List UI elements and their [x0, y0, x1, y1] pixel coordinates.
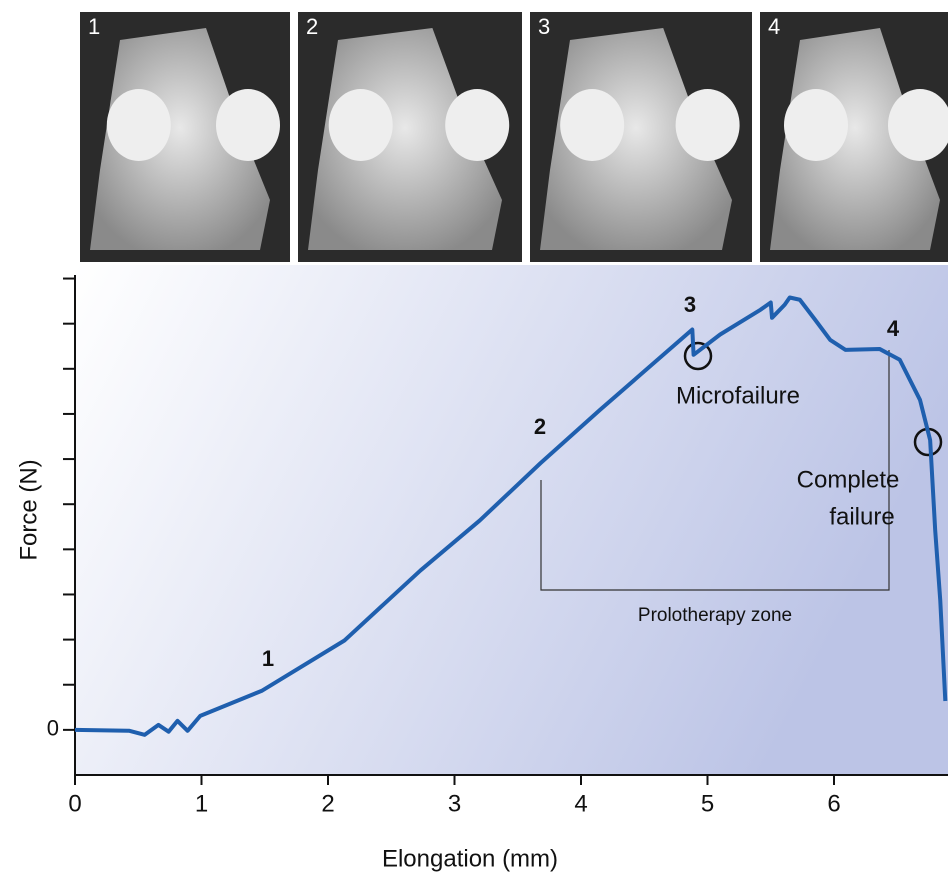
photo-label: 3: [538, 14, 550, 39]
annotation: Microfailure: [676, 382, 800, 409]
annotation: failure: [829, 503, 894, 530]
photo-label: 2: [306, 14, 318, 39]
photo-bone: [106, 89, 171, 161]
photo-tissue: [90, 28, 270, 250]
photo-bone: [888, 89, 948, 161]
y-axis-label: Force (N): [15, 459, 42, 560]
photo-bone: [328, 89, 393, 161]
annotation: 3: [684, 292, 696, 317]
annotation: Prolotherapy zone: [638, 605, 792, 626]
photo-label: 4: [768, 14, 780, 39]
x-tick-label: 5: [701, 790, 714, 817]
x-axis-label: Elongation (mm): [382, 845, 558, 872]
force-curve: [74, 295, 948, 737]
x-tick-label: 3: [448, 790, 461, 817]
plot-background: [75, 265, 948, 775]
annotation: 1: [262, 646, 274, 671]
annotation: 4: [887, 316, 900, 341]
x-tick-label: 0: [68, 790, 81, 817]
x-tick-label: 2: [321, 790, 334, 817]
microfailure-marker: [683, 341, 713, 371]
photo-bone: [216, 89, 280, 161]
annotation: 2: [534, 414, 546, 439]
x-tick-label: 4: [574, 790, 587, 817]
photo-bone: [675, 89, 740, 161]
x-tick-label: 1: [195, 790, 208, 817]
photo-tissue: [770, 28, 940, 250]
annotation: Complete: [797, 466, 900, 493]
photo-bone: [445, 89, 510, 161]
photo-label: 1: [88, 14, 100, 39]
zone-bracket: [540, 350, 890, 591]
photo-bone: [784, 89, 848, 161]
photo-tissue: [540, 28, 732, 250]
y-tick-label: 0: [47, 716, 59, 741]
photo-bone: [560, 89, 625, 161]
photo-tissue: [308, 28, 502, 250]
x-tick-label: 6: [827, 790, 840, 817]
